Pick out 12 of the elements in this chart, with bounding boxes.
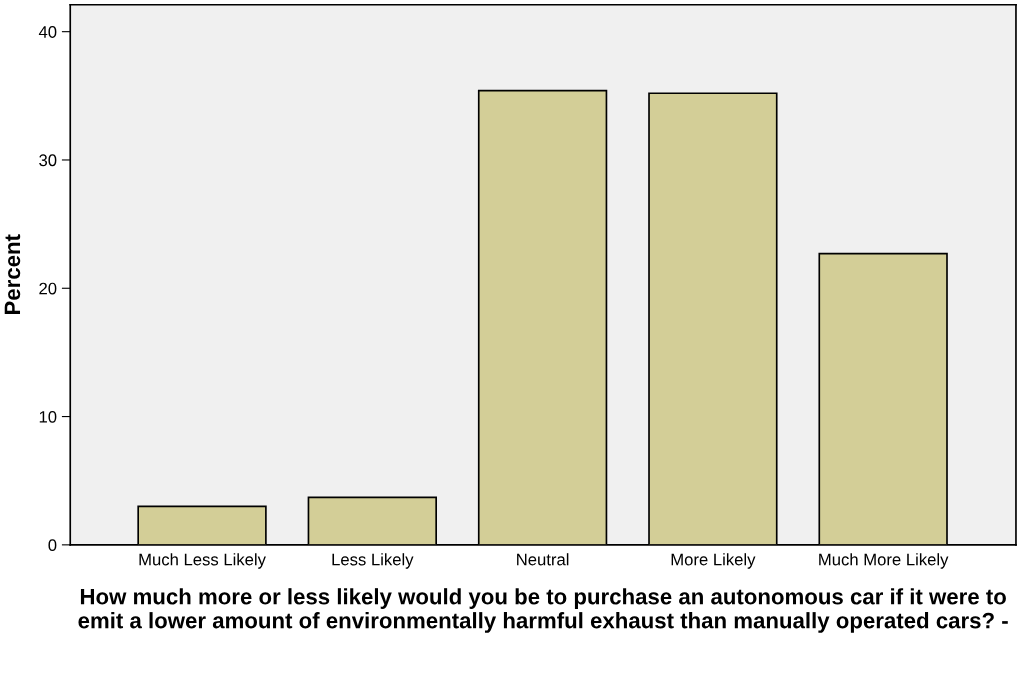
x-tick-label: Much More Likely [819,553,949,569]
x-tick-label: Much Less Likely [139,553,266,569]
y-tick-label: 10 [39,410,57,423]
y-tick-label: 0 [48,539,57,552]
x-axis-title: How much more or less likely would you be to purchase an autonomous car if it were to emit a lower amount of environmentally harmful exhaust than manually operated cars? - [78,588,1008,633]
y-tick-label: 40 [38,26,57,38]
x-tick-label: Less Likely [332,553,414,569]
x-tick-label: More Likely [671,553,756,569]
y-tick-label: 20 [39,282,57,295]
y-tick-label: 30 [39,154,57,167]
y-axis-title: Percent [4,234,21,315]
x-tick-label: Neutral [517,553,569,566]
